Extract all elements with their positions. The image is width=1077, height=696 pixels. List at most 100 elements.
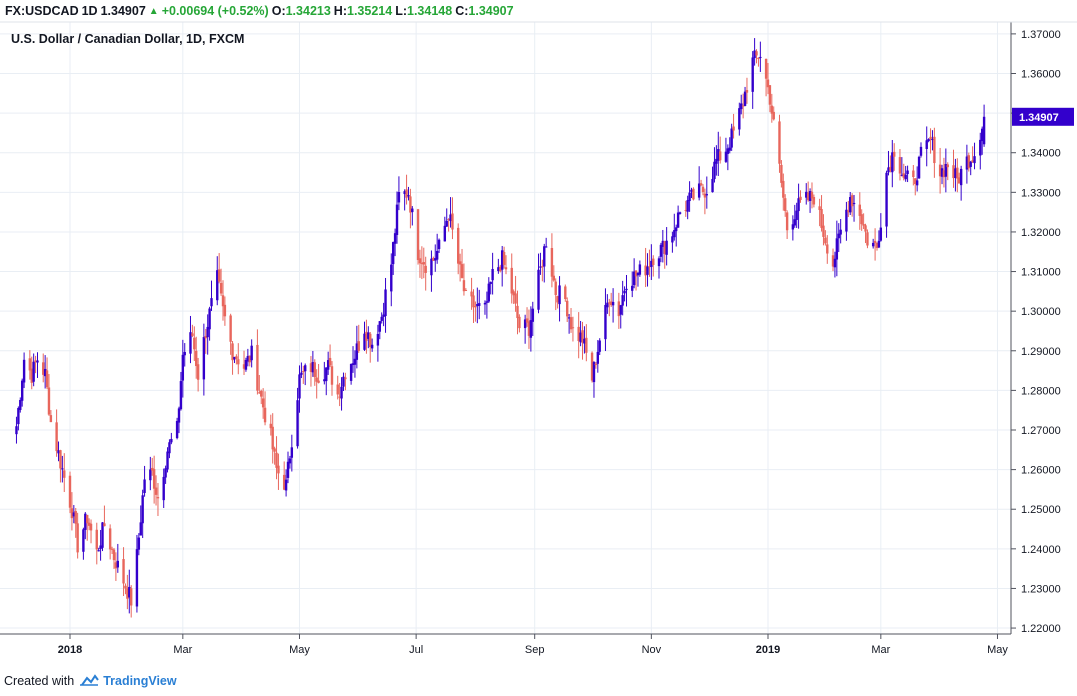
candle-down bbox=[221, 295, 225, 307]
candle-up bbox=[954, 168, 957, 179]
candle-up bbox=[298, 374, 301, 399]
candle-down bbox=[799, 196, 802, 200]
candle-up bbox=[32, 361, 35, 382]
candle-down bbox=[457, 227, 460, 264]
candle-down bbox=[952, 165, 955, 179]
candle-up bbox=[382, 314, 385, 317]
candle-up bbox=[430, 258, 433, 276]
candle-up bbox=[57, 450, 60, 454]
candle-up bbox=[208, 308, 211, 330]
candle-up bbox=[596, 351, 600, 364]
candle-down bbox=[470, 291, 473, 297]
y-tick-label: 1.31000 bbox=[1021, 267, 1061, 279]
candle-down bbox=[617, 301, 621, 317]
candle-down bbox=[409, 196, 412, 213]
candle-up bbox=[726, 148, 730, 154]
candle-up bbox=[183, 351, 186, 356]
candle-up bbox=[489, 281, 492, 285]
candle-up bbox=[579, 332, 582, 343]
candle-up bbox=[606, 302, 609, 308]
candle-down bbox=[191, 333, 194, 336]
candle-up bbox=[143, 479, 146, 493]
candle-down bbox=[49, 415, 53, 423]
y-tick-label: 1.29000 bbox=[1021, 346, 1061, 358]
candle-up bbox=[808, 191, 812, 201]
candle-up bbox=[355, 343, 359, 360]
candle-down bbox=[447, 218, 450, 220]
candle-down bbox=[129, 588, 133, 606]
candle-down bbox=[644, 265, 647, 276]
candle-up bbox=[483, 302, 487, 305]
candle-down bbox=[59, 450, 62, 469]
interval-label[interactable]: 1D bbox=[81, 4, 98, 18]
candle-up bbox=[296, 400, 299, 447]
candle-down bbox=[315, 377, 318, 382]
candle-up bbox=[678, 212, 682, 214]
candle-down bbox=[764, 58, 768, 79]
candle-up bbox=[638, 264, 642, 275]
candle-down bbox=[770, 105, 774, 114]
candle-up bbox=[175, 420, 179, 439]
candle-down bbox=[831, 255, 835, 267]
candle-up bbox=[485, 301, 489, 303]
candle-down bbox=[929, 136, 932, 140]
candle-down bbox=[89, 523, 93, 531]
candle-down bbox=[63, 470, 66, 478]
candle-down bbox=[518, 316, 521, 329]
candle-up bbox=[759, 56, 762, 58]
candle-down bbox=[235, 356, 238, 359]
candle-up bbox=[82, 529, 85, 552]
open-label: O: bbox=[271, 4, 286, 18]
candle-down bbox=[34, 360, 37, 363]
x-tick-label: Sep bbox=[525, 644, 545, 656]
candle-down bbox=[260, 390, 263, 397]
y-tick-label: 1.36000 bbox=[1021, 68, 1061, 80]
candle-up bbox=[730, 128, 733, 148]
x-tick-label: Nov bbox=[642, 644, 662, 656]
candle-down bbox=[938, 164, 942, 177]
candle-down bbox=[357, 341, 360, 351]
candle-down bbox=[196, 364, 200, 380]
candle-up bbox=[478, 303, 481, 306]
candle-down bbox=[564, 286, 567, 299]
candle-down bbox=[608, 302, 611, 304]
candle-up bbox=[36, 360, 39, 363]
x-tick-label: Mar bbox=[173, 644, 192, 656]
y-tick-label: 1.28000 bbox=[1021, 385, 1061, 397]
candle-up bbox=[982, 116, 986, 145]
candle-up bbox=[304, 365, 307, 372]
y-tick-label: 1.34000 bbox=[1021, 148, 1061, 160]
candle-up bbox=[326, 360, 330, 370]
symbol-label[interactable]: FX:USDCAD bbox=[5, 4, 79, 18]
candle-down bbox=[55, 422, 58, 452]
candle-down bbox=[692, 188, 695, 200]
candle-down bbox=[309, 363, 313, 372]
candle-down bbox=[525, 318, 529, 323]
candle-up bbox=[915, 180, 919, 186]
y-tick-label: 1.22000 bbox=[1021, 623, 1061, 635]
candle-up bbox=[181, 354, 185, 381]
candle-up bbox=[753, 50, 756, 59]
candle-down bbox=[103, 523, 106, 527]
candle-up bbox=[625, 288, 628, 291]
candle-down bbox=[956, 167, 959, 179]
candle-up bbox=[363, 333, 366, 350]
candle-down bbox=[893, 151, 896, 157]
candle-up bbox=[632, 271, 636, 286]
candle-down bbox=[745, 90, 749, 93]
candle-up bbox=[919, 146, 923, 156]
x-tick-label: 2019 bbox=[756, 644, 780, 656]
candle-up bbox=[393, 233, 397, 244]
candle-down bbox=[862, 224, 865, 226]
candle-up bbox=[397, 191, 401, 203]
candle-up bbox=[705, 194, 709, 196]
candle-down bbox=[328, 357, 332, 366]
candle-down bbox=[68, 475, 72, 508]
candle-down bbox=[755, 51, 758, 56]
candle-down bbox=[971, 160, 974, 163]
candle-down bbox=[873, 240, 877, 244]
candle-up bbox=[839, 229, 842, 235]
candle-up bbox=[353, 358, 357, 365]
tradingview-brand-link[interactable]: TradingView bbox=[103, 674, 177, 688]
